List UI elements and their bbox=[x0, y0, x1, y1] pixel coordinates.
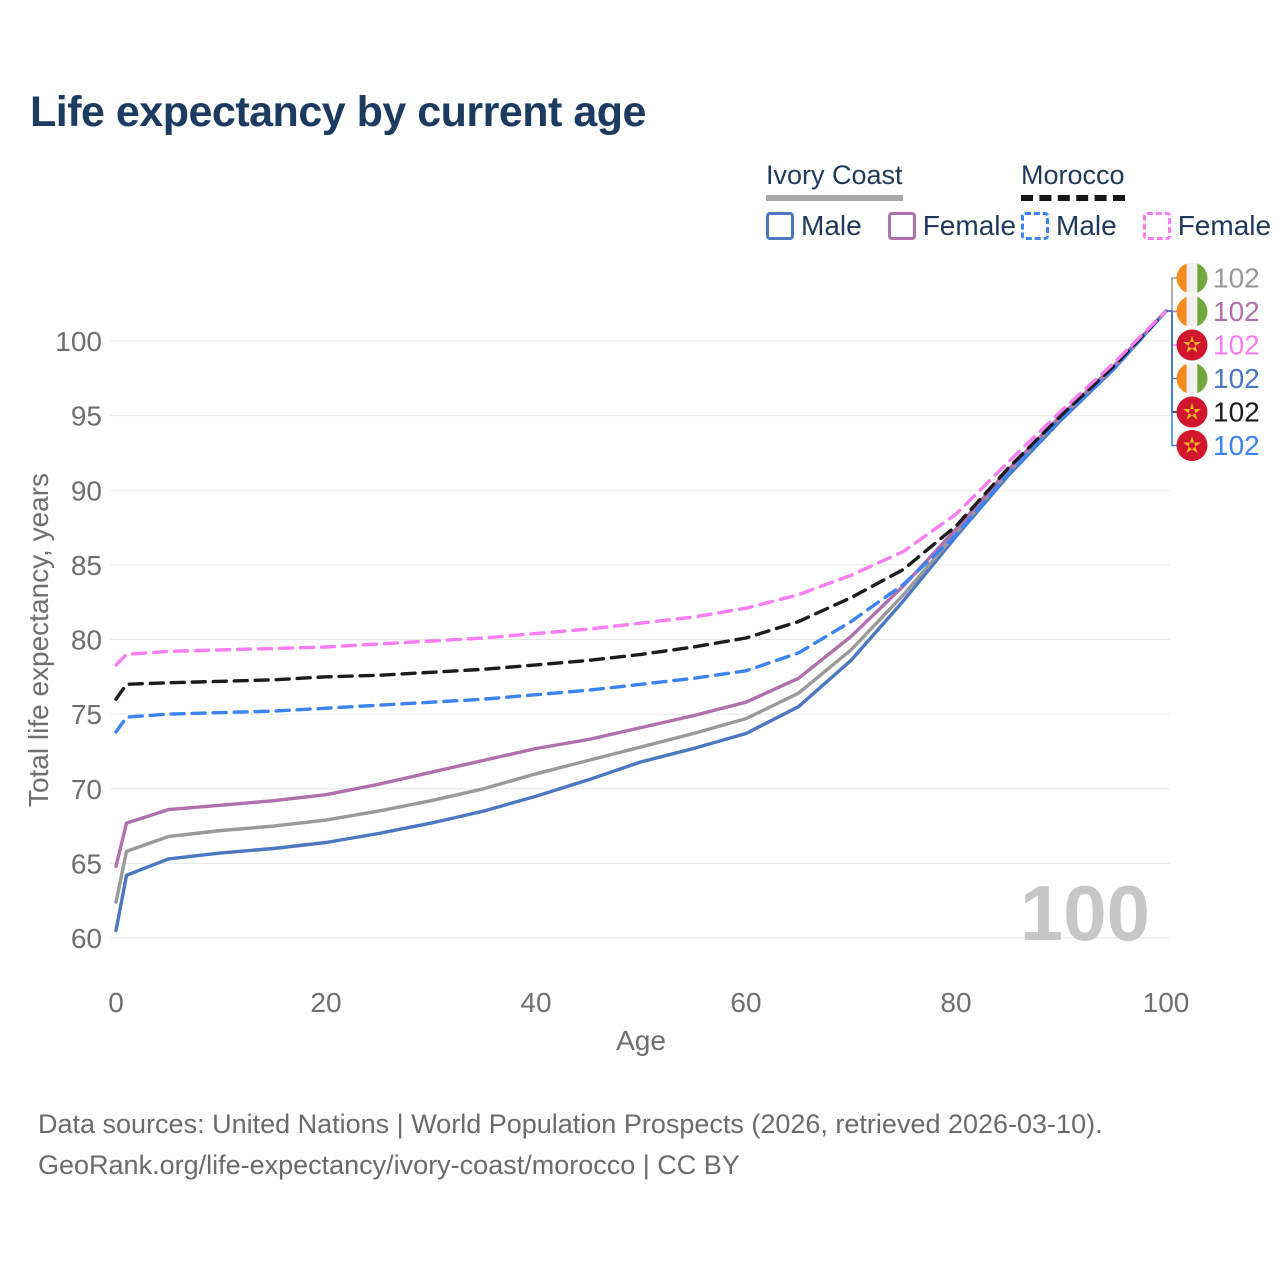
page-title: Life expectancy by current age bbox=[30, 88, 646, 136]
line-swatch-morocco-male bbox=[1021, 212, 1049, 240]
leader-line bbox=[1166, 310, 1179, 380]
y-tick-label: 65 bbox=[71, 848, 102, 879]
y-tick-label: 80 bbox=[71, 625, 102, 656]
line-swatch-ivory-coast-female bbox=[887, 212, 916, 240]
legend-item-morocco-female[interactable]: Female bbox=[1142, 210, 1272, 242]
legend-group-label-morocco[interactable]: Morocco bbox=[1021, 160, 1125, 201]
legend-group-morocco: Morocco Male Female bbox=[1021, 160, 1271, 242]
y-tick-label: 60 bbox=[71, 923, 102, 954]
legend-item-ivory-coast-female[interactable]: Female bbox=[887, 210, 1017, 242]
y-tick-label: 70 bbox=[71, 774, 102, 805]
flag-icon-morocco bbox=[1176, 396, 1208, 428]
legend-item-label: Female bbox=[922, 210, 1017, 241]
y-tick-label: 85 bbox=[71, 550, 102, 581]
age-hover-watermark: 100 bbox=[1020, 869, 1150, 957]
legend-item-label: Male bbox=[801, 210, 862, 241]
x-tick-label: 40 bbox=[520, 987, 551, 1018]
legend-item-label: Male bbox=[1056, 210, 1117, 241]
end-value-label: 102 bbox=[1213, 263, 1260, 294]
end-value-label: 102 bbox=[1213, 397, 1260, 428]
series-line-morocco-male[interactable] bbox=[114, 309, 1168, 734]
data-sources-text: Data sources: United Nations | World Pop… bbox=[38, 1109, 1103, 1139]
line-swatch-ivory-coast-male bbox=[766, 212, 794, 240]
series-line-ivory-coast-male[interactable] bbox=[114, 309, 1168, 933]
y-tick-label: 90 bbox=[71, 475, 102, 506]
leader-line bbox=[1166, 277, 1179, 312]
x-tick-label: 60 bbox=[730, 987, 761, 1018]
legend-group-label-ivory-coast[interactable]: Ivory Coast bbox=[766, 160, 903, 201]
x-tick-label: 100 bbox=[1143, 987, 1190, 1018]
y-tick-label: 100 bbox=[55, 326, 102, 357]
end-value-label: 102 bbox=[1213, 430, 1260, 461]
end-value-label: 102 bbox=[1213, 363, 1260, 394]
y-tick-label: 95 bbox=[71, 401, 102, 432]
flag-icon-morocco bbox=[1176, 430, 1208, 461]
x-tick-label: 0 bbox=[108, 987, 124, 1018]
flag-icon-ivory-coast bbox=[1176, 262, 1208, 294]
x-tick-label: 80 bbox=[940, 987, 971, 1018]
flag-icon-ivory-coast bbox=[1176, 363, 1208, 394]
legend-item-label: Female bbox=[1177, 210, 1272, 241]
legend: Ivory Coast Male Female Morocco Male Fem… bbox=[0, 160, 1280, 242]
attribution-text: GeoRank.org/life-expectancy/ivory-coast/… bbox=[38, 1150, 740, 1180]
series-line-ivory-coast[interactable] bbox=[114, 309, 1168, 904]
x-tick-label: 20 bbox=[310, 987, 341, 1018]
legend-item-ivory-coast-male[interactable]: Male bbox=[766, 210, 862, 242]
y-axis-title: Total life expectancy, years bbox=[23, 473, 54, 807]
x-axis-title: Age bbox=[616, 1025, 666, 1056]
legend-item-morocco-male[interactable]: Male bbox=[1021, 210, 1117, 242]
legend-group-ivory-coast: Ivory Coast Male Female bbox=[766, 160, 1016, 242]
line-swatch-morocco-female bbox=[1142, 212, 1171, 240]
footer: Data sources: United Nations | World Pop… bbox=[38, 1104, 1103, 1186]
series-line-morocco-female[interactable] bbox=[114, 309, 1168, 667]
flag-icon-morocco bbox=[1176, 329, 1208, 361]
series-line-morocco[interactable] bbox=[114, 309, 1168, 701]
end-value-label: 102 bbox=[1213, 296, 1260, 327]
series-line-ivory-coast-female[interactable] bbox=[114, 309, 1168, 869]
flag-icon-ivory-coast bbox=[1176, 296, 1208, 327]
y-tick-label: 75 bbox=[71, 699, 102, 730]
end-value-label: 102 bbox=[1213, 330, 1260, 361]
